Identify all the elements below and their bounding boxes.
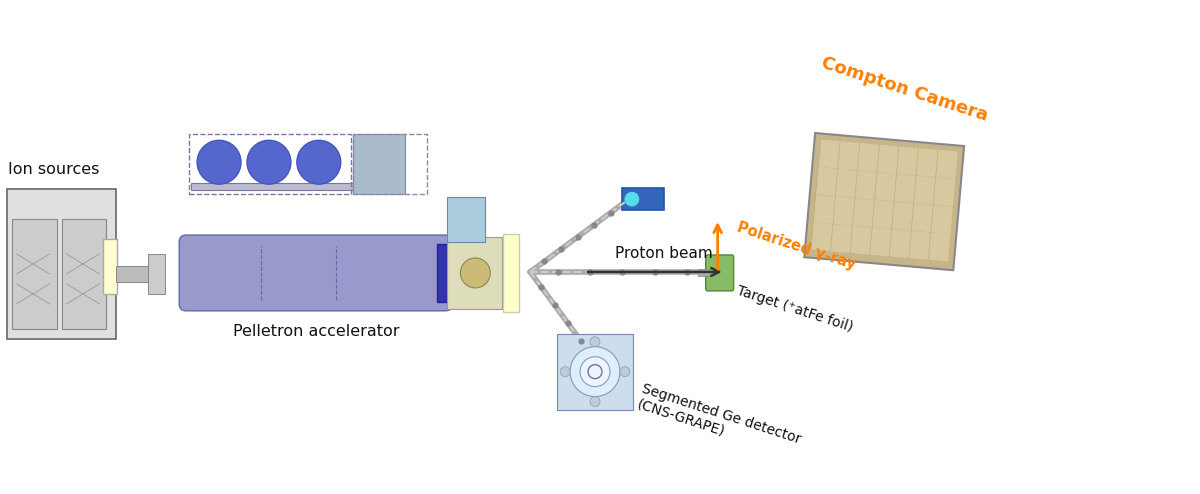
Bar: [190, 134, 350, 194]
FancyBboxPatch shape: [804, 133, 964, 270]
Text: Pelletron accelerator: Pelletron accelerator: [233, 324, 400, 339]
Bar: [7, 189, 116, 339]
Circle shape: [461, 258, 491, 288]
Bar: [503, 234, 520, 312]
Bar: [12, 219, 56, 329]
Bar: [61, 219, 107, 329]
Text: Segmented Ge detector
(CNS-GRAPE): Segmented Ge detector (CNS-GRAPE): [635, 381, 803, 461]
Text: Ion sources: Ion sources: [7, 162, 100, 177]
Bar: [353, 134, 427, 194]
FancyBboxPatch shape: [179, 235, 452, 311]
Circle shape: [620, 367, 630, 376]
Bar: [448, 237, 503, 309]
Circle shape: [296, 140, 341, 184]
Text: Compton Camera: Compton Camera: [818, 54, 990, 125]
Bar: [191, 183, 396, 190]
Bar: [149, 254, 166, 294]
Circle shape: [590, 397, 600, 407]
Bar: [697, 269, 709, 276]
Text: Target (⁺atFe foil): Target (⁺atFe foil): [734, 284, 854, 334]
Circle shape: [570, 347, 620, 397]
Circle shape: [197, 140, 241, 184]
FancyBboxPatch shape: [706, 255, 733, 291]
Circle shape: [580, 357, 610, 387]
Text: Polarized γ-ray: Polarized γ-ray: [734, 220, 857, 272]
Bar: [103, 239, 118, 294]
Text: Proton beam: Proton beam: [614, 247, 713, 261]
Circle shape: [247, 140, 290, 184]
Circle shape: [625, 192, 638, 206]
Bar: [353, 134, 404, 194]
FancyBboxPatch shape: [811, 139, 958, 262]
Circle shape: [590, 337, 600, 347]
FancyBboxPatch shape: [622, 188, 664, 210]
Circle shape: [560, 367, 570, 376]
Bar: [448, 197, 485, 242]
Bar: [557, 334, 632, 410]
Bar: [116, 266, 151, 282]
Bar: [438, 244, 448, 302]
